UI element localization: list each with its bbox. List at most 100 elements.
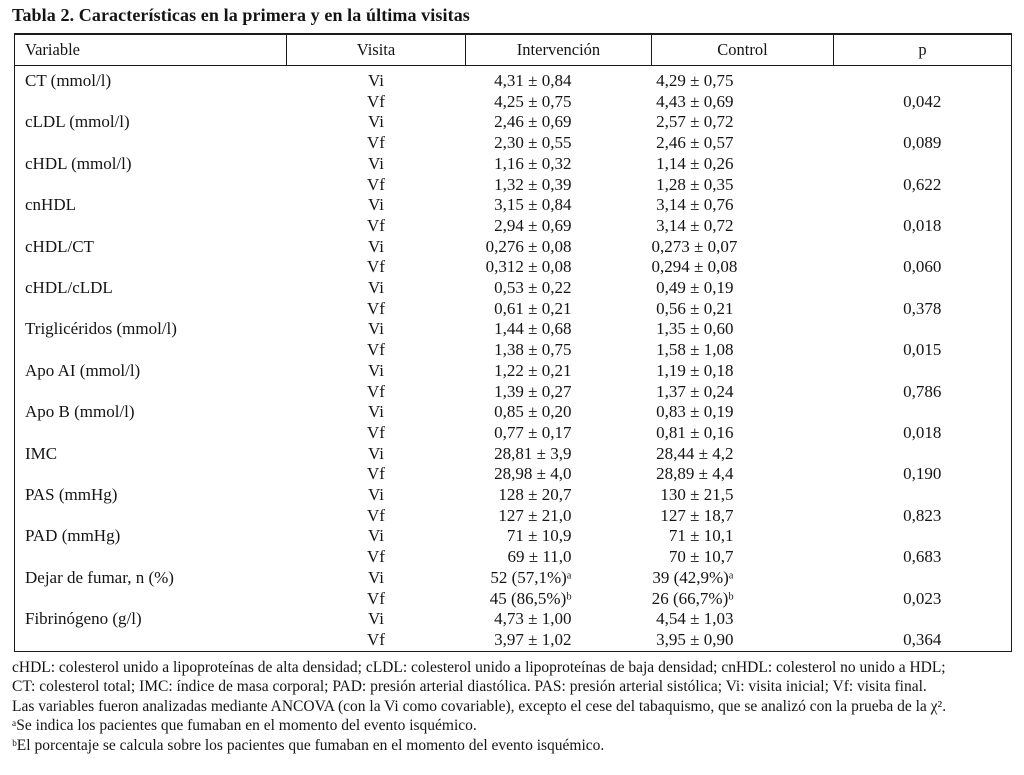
p-empty-cell	[834, 278, 1012, 299]
table-row-vf: Vf 3,97 ± 1,02 3,95 ± 0,90 0,364	[15, 630, 1012, 651]
p-empty-cell	[834, 526, 1012, 547]
variable-empty-cell	[15, 382, 287, 403]
table-row-vf: Vf 1,39 ± 0,27 1,37 ± 0,24 0,786	[15, 382, 1012, 403]
visit-initial-cell: Vi	[368, 360, 384, 380]
p-value-cell: 0,786	[903, 381, 942, 401]
table-row-vi: CT (mmol/l) Vi 4,31 ± 0,84 4,29 ± 0,75	[15, 66, 1012, 92]
visit-initial-cell: Vi	[368, 526, 384, 546]
visit-final-cell: Vf	[367, 588, 385, 608]
table-row-vi: cHDL/cLDL Vi 0,53 ± 0,22 0,49 ± 0,19	[15, 278, 1012, 299]
visit-final-cell: Vf	[367, 629, 385, 649]
variable-empty-cell	[15, 92, 287, 113]
table-row-vf: Vf 1,32 ± 0,39 1,28 ± 0,35 0,622	[15, 175, 1012, 196]
table-row-vi: Dejar de fumar, n (%) Vi 52 (57,1%)ᵃ 39 (42…	[15, 568, 1012, 589]
control-vi-cell: 1,35 ± 0,60	[656, 319, 734, 339]
column-header-intervencion: Intervención	[465, 34, 652, 66]
p-empty-cell	[834, 112, 1012, 133]
p-empty-cell	[834, 568, 1012, 589]
column-header-p: p	[833, 34, 1012, 66]
intervencion-vf-cell: 1,39 ± 0,27	[494, 381, 572, 401]
p-empty-cell	[834, 444, 1012, 465]
visit-initial-cell: Vi	[368, 71, 384, 90]
visit-initial-cell: Vi	[368, 153, 384, 173]
visit-initial-cell: Vi	[368, 112, 384, 132]
visit-initial-cell: Vi	[368, 236, 384, 256]
table-row-vf: Vf 0,77 ± 0,17 0,81 ± 0,16 0,018	[15, 423, 1012, 444]
table-row-vi: cLDL (mmol/l) Vi 2,46 ± 0,69 2,57 ± 0,72	[15, 112, 1012, 133]
control-vf-cell: 1,58 ± 1,08	[656, 340, 734, 360]
control-vi-cell: 2,57 ± 0,72	[656, 112, 734, 132]
variable-cell: CT (mmol/l)	[25, 71, 112, 90]
intervencion-vi-cell: 1,44 ± 0,68	[494, 319, 572, 339]
variable-cell: cHDL/CT	[25, 236, 94, 256]
p-value-cell: 0,823	[903, 505, 942, 525]
control-vi-cell: 39 (42,9%)ᵃ	[652, 567, 734, 587]
p-value-cell: 0,060	[903, 257, 942, 277]
variable-empty-cell	[15, 547, 287, 568]
p-value-cell: 0,683	[903, 547, 942, 567]
variable-empty-cell	[15, 175, 287, 196]
table-row-vi: PAS (mmHg) Vi 128 ± 20,7 130 ± 21,5	[15, 485, 1012, 506]
control-vi-cell: 28,44 ± 4,2	[656, 443, 734, 463]
variable-empty-cell	[15, 299, 287, 320]
control-vi-cell: 1,14 ± 0,26	[656, 153, 734, 173]
table-row-vf: Vf 1,38 ± 0,75 1,58 ± 1,08 0,015	[15, 340, 1012, 361]
characteristics-table: Variable Visita Intervención Control p C…	[14, 33, 1012, 652]
intervencion-vi-cell: 4,31 ± 0,84	[494, 71, 572, 90]
variable-empty-cell	[15, 630, 287, 651]
intervencion-vf-cell: 28,98 ± 4,0	[494, 464, 572, 484]
variable-cell: cnHDL	[25, 195, 76, 215]
intervencion-vf-cell: 127 ± 21,0	[498, 505, 572, 525]
control-vf-cell: 0,294 ± 0,08	[651, 257, 738, 277]
table-row-vi: cHDL (mmol/l) Vi 1,16 ± 0,32 1,14 ± 0,26	[15, 154, 1012, 175]
table-row-vf: Vf 45 (86,5%)ᵇ 26 (66,7%)ᵇ 0,023	[15, 589, 1012, 610]
p-empty-cell	[834, 319, 1012, 340]
p-value-cell: 0,042	[903, 91, 942, 111]
table-row-vi: IMC Vi 28,81 ± 3,9 28,44 ± 4,2	[15, 444, 1012, 465]
variable-cell: cLDL (mmol/l)	[25, 112, 130, 132]
visit-final-cell: Vf	[367, 298, 385, 318]
variable-cell: cHDL (mmol/l)	[25, 153, 132, 173]
control-vi-cell: 4,54 ± 1,03	[656, 609, 734, 629]
footnote-line: ᵃSe indica los pacientes que fumaban en …	[12, 717, 477, 735]
intervencion-vi-cell: 3,15 ± 0,84	[494, 195, 572, 215]
table-row-vf: Vf 69 ± 11,0 70 ± 10,7 0,683	[15, 547, 1012, 568]
control-vi-cell: 130 ± 21,5	[660, 485, 734, 505]
variable-empty-cell	[15, 506, 287, 527]
variable-empty-cell	[15, 257, 287, 278]
variable-cell: Dejar de fumar, n (%)	[25, 567, 174, 587]
visit-final-cell: Vf	[367, 547, 385, 567]
table-title: Tabla 2. Características en la primera y…	[12, 5, 470, 25]
control-vi-cell: 0,273 ± 0,07	[651, 236, 738, 256]
intervencion-vf-cell: 0,61 ± 0,21	[494, 298, 572, 318]
p-empty-cell	[834, 237, 1012, 258]
table-row-vf: Vf 2,94 ± 0,69 3,14 ± 0,72 0,018	[15, 216, 1012, 237]
control-vi-cell: 71 ± 10,1	[668, 526, 734, 546]
table-row-vi: cHDL/CT Vi 0,276 ± 0,08 0,273 ± 0,07	[15, 237, 1012, 258]
p-empty-cell	[834, 154, 1012, 175]
control-vf-cell: 70 ± 10,7	[668, 547, 734, 567]
visit-final-cell: Vf	[367, 133, 385, 153]
intervencion-vf-cell: 1,32 ± 0,39	[494, 174, 572, 194]
control-vi-cell: 3,14 ± 0,76	[656, 195, 734, 215]
variable-cell: IMC	[25, 443, 58, 463]
visit-initial-cell: Vi	[368, 278, 384, 298]
intervencion-vi-cell: 128 ± 20,7	[498, 485, 572, 505]
control-vi-cell: 4,29 ± 0,75	[656, 71, 734, 90]
table-row-vf: Vf 127 ± 21,0 127 ± 18,7 0,823	[15, 506, 1012, 527]
footnote-line: cHDL: colesterol unido a lipoproteínas d…	[12, 659, 946, 676]
visit-final-cell: Vf	[367, 505, 385, 525]
intervencion-vf-cell: 2,94 ± 0,69	[494, 215, 572, 235]
control-vf-cell: 3,95 ± 0,90	[656, 629, 734, 649]
intervencion-vf-cell: 1,38 ± 0,75	[494, 340, 572, 360]
variable-cell: Apo B (mmol/l)	[25, 402, 135, 422]
intervencion-vi-cell: 0,85 ± 0,20	[494, 402, 572, 422]
column-header-control: Control	[651, 34, 834, 66]
p-empty-cell	[834, 402, 1012, 423]
p-value-cell: 0,018	[903, 215, 942, 235]
control-vf-cell: 127 ± 18,7	[660, 505, 734, 525]
visit-initial-cell: Vi	[368, 485, 384, 505]
intervencion-vi-cell: 71 ± 10,9	[506, 526, 572, 546]
footnote-line: CT: colesterol total; IMC: índice de mas…	[12, 678, 927, 696]
